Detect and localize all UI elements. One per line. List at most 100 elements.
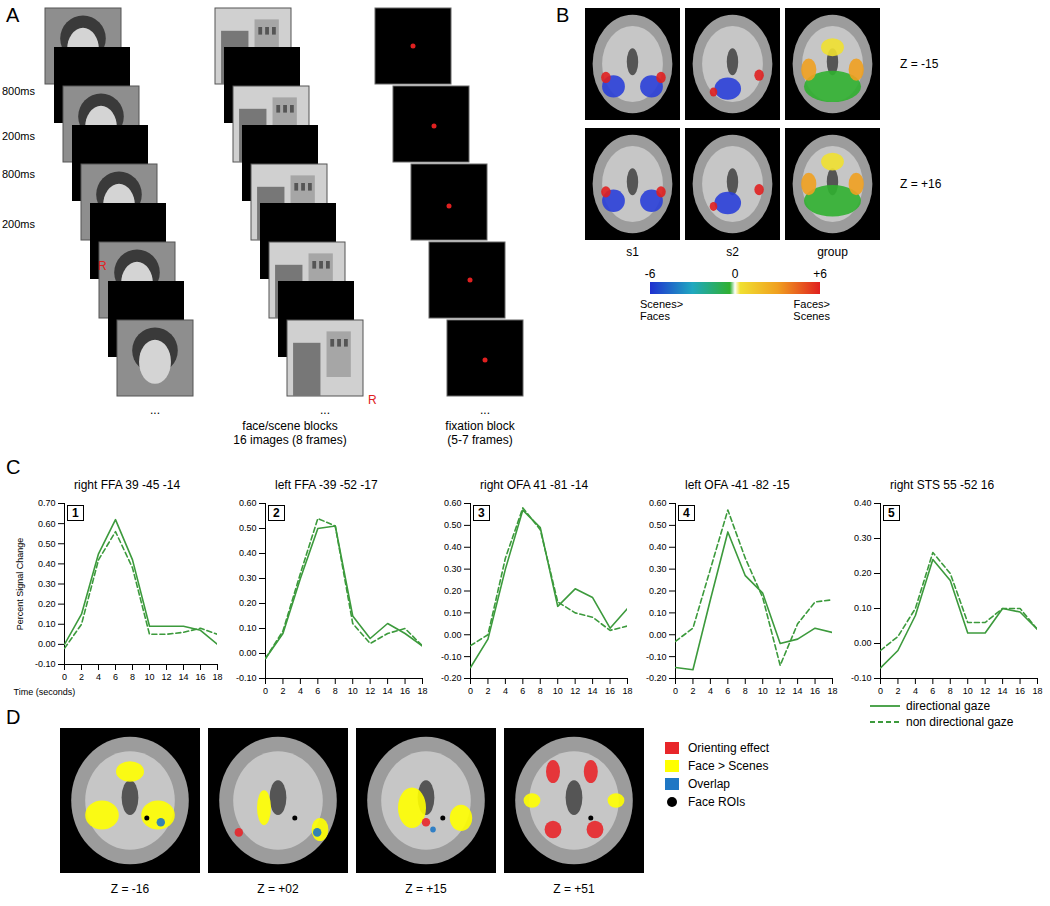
svg-text:10: 10 xyxy=(348,686,358,696)
svg-text:12: 12 xyxy=(980,686,990,696)
svg-text:14: 14 xyxy=(588,686,598,696)
svg-text:D: D xyxy=(6,706,20,728)
svg-text:14: 14 xyxy=(793,686,803,696)
svg-text:6: 6 xyxy=(520,686,525,696)
svg-text:0: 0 xyxy=(468,686,473,696)
svg-text:10: 10 xyxy=(553,686,563,696)
svg-text:16: 16 xyxy=(400,686,410,696)
svg-text:-0.10: -0.10 xyxy=(35,659,56,669)
svg-text:6: 6 xyxy=(113,672,118,682)
svg-text:18: 18 xyxy=(1032,686,1042,696)
svg-text:0.10: 0.10 xyxy=(38,619,56,629)
svg-text:0.40: 0.40 xyxy=(38,559,56,569)
svg-text:0.40: 0.40 xyxy=(854,498,872,508)
svg-text:2: 2 xyxy=(280,686,285,696)
svg-text:0.30: 0.30 xyxy=(854,533,872,543)
svg-text:directional gaze: directional gaze xyxy=(906,699,990,713)
svg-text:4: 4 xyxy=(708,686,713,696)
svg-text:Z = +51: Z = +51 xyxy=(553,882,595,896)
svg-text:...: ... xyxy=(480,403,490,417)
svg-text:8: 8 xyxy=(333,686,338,696)
svg-text:4: 4 xyxy=(503,686,508,696)
svg-text:Overlap: Overlap xyxy=(688,777,730,791)
svg-text:2: 2 xyxy=(485,686,490,696)
svg-text:0.20: 0.20 xyxy=(649,586,667,596)
svg-text:4: 4 xyxy=(96,672,101,682)
svg-text:s1: s1 xyxy=(626,245,639,259)
svg-text:Z = +16: Z = +16 xyxy=(900,177,942,191)
svg-text:...: ... xyxy=(320,403,330,417)
svg-text:0.50: 0.50 xyxy=(649,520,667,530)
svg-text:0.60: 0.60 xyxy=(444,498,462,508)
svg-text:0: 0 xyxy=(673,686,678,696)
svg-text:12: 12 xyxy=(570,686,580,696)
svg-text:A: A xyxy=(6,4,20,26)
svg-text:6: 6 xyxy=(930,686,935,696)
svg-text:0.30: 0.30 xyxy=(38,579,56,589)
svg-text:8: 8 xyxy=(743,686,748,696)
svg-text:0.10: 0.10 xyxy=(239,623,257,633)
svg-text:fixation block: fixation block xyxy=(445,419,515,433)
svg-text:group: group xyxy=(817,245,848,259)
svg-text:0.50: 0.50 xyxy=(38,539,56,549)
svg-text:-0.10: -0.10 xyxy=(236,673,257,683)
svg-text:Time (seconds): Time (seconds) xyxy=(14,687,76,697)
svg-text:0.60: 0.60 xyxy=(38,519,56,529)
svg-text:0.00: 0.00 xyxy=(239,648,257,658)
svg-text:18: 18 xyxy=(827,686,837,696)
svg-text:12: 12 xyxy=(365,686,375,696)
svg-text:10: 10 xyxy=(144,672,154,682)
svg-text:Z = +15: Z = +15 xyxy=(405,882,447,896)
svg-text:200ms: 200ms xyxy=(2,130,36,142)
svg-text:0: 0 xyxy=(878,686,883,696)
svg-text:10: 10 xyxy=(758,686,768,696)
svg-text:0.10: 0.10 xyxy=(649,608,667,618)
svg-text:6: 6 xyxy=(315,686,320,696)
svg-text:2: 2 xyxy=(79,672,84,682)
svg-text:4: 4 xyxy=(298,686,303,696)
svg-text:C: C xyxy=(6,456,20,478)
svg-text:16: 16 xyxy=(1015,686,1025,696)
svg-text:s2: s2 xyxy=(726,245,739,259)
svg-text:0.30: 0.30 xyxy=(239,573,257,583)
svg-text:-0.10: -0.10 xyxy=(646,652,667,662)
svg-text:10: 10 xyxy=(963,686,973,696)
svg-text:0.60: 0.60 xyxy=(649,498,667,508)
svg-text:-6: -6 xyxy=(645,267,656,281)
svg-text:0.00: 0.00 xyxy=(649,630,667,640)
svg-text:0.30: 0.30 xyxy=(649,564,667,574)
svg-text:16: 16 xyxy=(195,672,205,682)
svg-text:6: 6 xyxy=(725,686,730,696)
svg-text:0.00: 0.00 xyxy=(38,639,56,649)
svg-text:-0.10: -0.10 xyxy=(851,673,872,683)
svg-text:+6: +6 xyxy=(813,267,827,281)
svg-text:R: R xyxy=(98,259,107,273)
svg-text:0.30: 0.30 xyxy=(444,564,462,574)
svg-text:8: 8 xyxy=(948,686,953,696)
svg-text:18: 18 xyxy=(622,686,632,696)
svg-text:0.00: 0.00 xyxy=(444,630,462,640)
svg-text:12: 12 xyxy=(775,686,785,696)
svg-text:200ms: 200ms xyxy=(2,218,36,230)
svg-text:face/scene blocks: face/scene blocks xyxy=(242,419,337,433)
svg-text:16 images (8 frames): 16 images (8 frames) xyxy=(233,433,346,447)
svg-text:2: 2 xyxy=(690,686,695,696)
svg-text:0.70: 0.70 xyxy=(38,498,56,508)
svg-text:16: 16 xyxy=(810,686,820,696)
svg-text:0.20: 0.20 xyxy=(38,599,56,609)
svg-text:2: 2 xyxy=(895,686,900,696)
svg-text:8: 8 xyxy=(130,672,135,682)
svg-text:Z = +02: Z = +02 xyxy=(257,882,299,896)
svg-text:-0.20: -0.20 xyxy=(441,673,462,683)
svg-text:Percent Signal Change: Percent Signal Change xyxy=(15,538,25,631)
svg-text:0.20: 0.20 xyxy=(444,586,462,596)
svg-text:(5-7 frames): (5-7 frames) xyxy=(447,433,512,447)
svg-text:0.40: 0.40 xyxy=(649,542,667,552)
svg-text:R: R xyxy=(368,393,377,407)
svg-text:0.50: 0.50 xyxy=(444,520,462,530)
svg-text:...: ... xyxy=(150,403,160,417)
svg-text:14: 14 xyxy=(383,686,393,696)
svg-text:0.60: 0.60 xyxy=(239,498,257,508)
svg-text:0.40: 0.40 xyxy=(444,542,462,552)
svg-text:16: 16 xyxy=(605,686,615,696)
